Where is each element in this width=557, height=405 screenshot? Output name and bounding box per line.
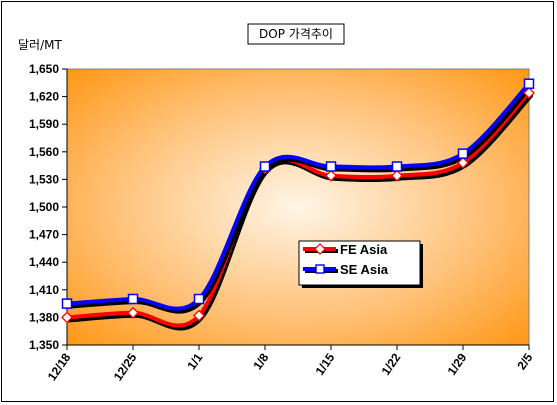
x-tick-label: 12/25 bbox=[111, 350, 140, 383]
point-se-asia bbox=[127, 293, 139, 305]
series-layer bbox=[61, 78, 535, 328]
point-fe-asia bbox=[127, 306, 139, 319]
legend-label-fe-asia: FE Asia bbox=[340, 242, 388, 257]
y-tick-label: 1,440 bbox=[29, 255, 59, 269]
chart-title-box: DOP 가격추이 bbox=[247, 23, 345, 45]
x-tick-label: 1/29 bbox=[445, 350, 470, 377]
point-se-asia bbox=[259, 161, 271, 172]
y-tick-label: 1,530 bbox=[29, 172, 59, 186]
y-tick-label: 1,500 bbox=[29, 200, 59, 214]
x-tick-label: 2/5 bbox=[514, 350, 535, 372]
series-line-se-asia bbox=[65, 81, 531, 311]
x-tick-label: 1/1 bbox=[184, 350, 205, 372]
point-fe-asia bbox=[193, 309, 205, 322]
point-se-asia bbox=[523, 78, 535, 89]
y-tick-label: 1,470 bbox=[29, 228, 59, 242]
point-se-asia bbox=[391, 161, 403, 172]
series-line-fe-asia bbox=[65, 90, 531, 328]
y-tick-label: 1,350 bbox=[29, 338, 59, 352]
legend-item-se-asia: SE Asia bbox=[303, 262, 389, 277]
legend: FE Asia SE Asia bbox=[298, 240, 423, 288]
legend-item-fe-asia: FE Asia bbox=[303, 242, 388, 257]
point-fe-asia bbox=[61, 311, 73, 324]
point-fe-asia bbox=[457, 156, 469, 169]
point-se-asia bbox=[325, 161, 337, 172]
y-tick-label: 1,590 bbox=[29, 117, 59, 131]
point-se-asia bbox=[61, 298, 73, 309]
x-axis-ticks: 12/18 12/25 1/1 1/8 1/15 1/22 1/29 2/5 bbox=[45, 345, 536, 383]
legend-label-se-asia: SE Asia bbox=[340, 262, 389, 277]
point-se-asia bbox=[457, 148, 469, 159]
y-tick-label: 1,560 bbox=[29, 145, 59, 159]
y-axis-ticks: 1,350 1,380 1,410 1,440 1,470 1,500 1,530 1,560… bbox=[29, 62, 67, 352]
point-fe-asia bbox=[325, 169, 337, 182]
x-tick-label: 12/18 bbox=[45, 350, 74, 383]
y-tick-label: 1,620 bbox=[29, 90, 59, 104]
y-tick-label: 1,650 bbox=[29, 62, 59, 76]
point-fe-asia bbox=[391, 169, 403, 182]
y-axis-unit-label: 달러/MT bbox=[18, 38, 62, 52]
x-tick-label: 1/8 bbox=[250, 350, 271, 372]
x-tick-label: 1/22 bbox=[379, 350, 404, 377]
point-se-asia bbox=[193, 293, 205, 305]
chart-title: DOP 가격추이 bbox=[259, 27, 333, 41]
y-tick-label: 1,410 bbox=[29, 283, 59, 297]
x-tick-label: 1/15 bbox=[313, 350, 338, 377]
y-tick-label: 1,380 bbox=[29, 310, 59, 324]
point-fe-asia bbox=[523, 87, 535, 99]
